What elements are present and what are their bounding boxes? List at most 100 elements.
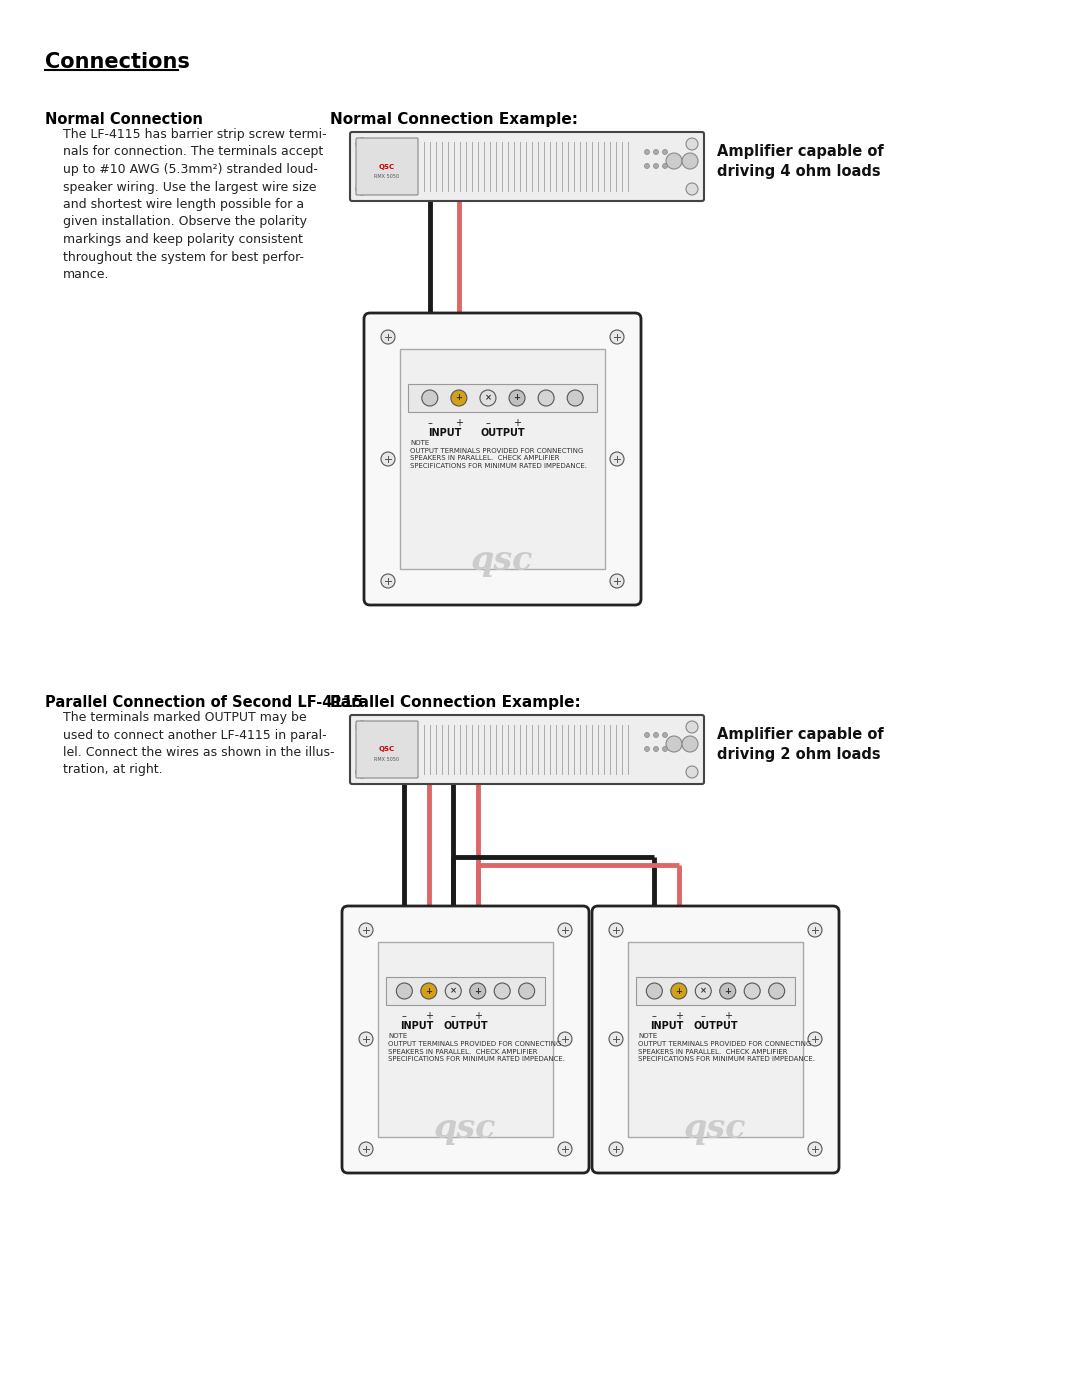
Text: ×: × xyxy=(485,394,491,402)
Bar xyxy=(378,942,553,1137)
Circle shape xyxy=(662,149,667,155)
Text: qsc: qsc xyxy=(684,1112,746,1146)
Circle shape xyxy=(558,1032,572,1046)
Text: +: + xyxy=(513,418,521,427)
Text: Normal Connection: Normal Connection xyxy=(45,112,203,127)
Text: +: + xyxy=(675,1011,683,1021)
Text: RMX 5050: RMX 5050 xyxy=(375,757,400,761)
Circle shape xyxy=(610,574,624,588)
Text: OUTPUT: OUTPUT xyxy=(693,1021,738,1031)
Circle shape xyxy=(538,390,554,407)
Circle shape xyxy=(422,390,437,407)
Text: qsc: qsc xyxy=(471,543,534,577)
Circle shape xyxy=(645,163,649,169)
Circle shape xyxy=(480,390,496,407)
Text: INPUT: INPUT xyxy=(428,427,461,439)
Circle shape xyxy=(645,149,649,155)
Circle shape xyxy=(645,746,649,752)
Text: +: + xyxy=(455,418,463,427)
Circle shape xyxy=(610,330,624,344)
Bar xyxy=(386,977,545,1004)
Circle shape xyxy=(558,923,572,937)
Bar xyxy=(400,349,605,569)
Circle shape xyxy=(396,983,413,999)
Text: +: + xyxy=(456,394,462,402)
Circle shape xyxy=(744,983,760,999)
Circle shape xyxy=(567,390,583,407)
Circle shape xyxy=(666,154,681,169)
Circle shape xyxy=(808,1141,822,1155)
Circle shape xyxy=(662,163,667,169)
Circle shape xyxy=(662,746,667,752)
Circle shape xyxy=(686,766,698,778)
Circle shape xyxy=(610,453,624,467)
FancyBboxPatch shape xyxy=(356,138,418,196)
Bar xyxy=(636,977,795,1004)
Text: The LF-4115 has barrier strip screw termi-
nals for connection. The terminals ac: The LF-4115 has barrier strip screw term… xyxy=(63,129,326,281)
Text: –: – xyxy=(701,1011,705,1021)
Circle shape xyxy=(609,923,623,937)
Circle shape xyxy=(359,923,373,937)
FancyBboxPatch shape xyxy=(364,313,642,605)
Circle shape xyxy=(681,154,698,169)
FancyBboxPatch shape xyxy=(342,907,589,1173)
Circle shape xyxy=(450,390,467,407)
Circle shape xyxy=(808,923,822,937)
Circle shape xyxy=(645,732,649,738)
Circle shape xyxy=(686,721,698,733)
Circle shape xyxy=(421,983,436,999)
FancyBboxPatch shape xyxy=(592,907,839,1173)
Circle shape xyxy=(356,183,368,196)
Circle shape xyxy=(445,983,461,999)
Text: +: + xyxy=(675,986,683,996)
Text: +: + xyxy=(424,1011,433,1021)
Text: INPUT: INPUT xyxy=(650,1021,684,1031)
Text: +: + xyxy=(426,986,432,996)
Circle shape xyxy=(609,1141,623,1155)
Circle shape xyxy=(653,732,659,738)
Text: +: + xyxy=(513,394,521,402)
Circle shape xyxy=(653,163,659,169)
Text: Parallel Connection of Second LF-4115: Parallel Connection of Second LF-4115 xyxy=(45,694,363,710)
Text: qsc: qsc xyxy=(434,1112,496,1146)
Bar xyxy=(408,384,597,412)
Text: +: + xyxy=(725,986,731,996)
Circle shape xyxy=(646,983,662,999)
Circle shape xyxy=(662,732,667,738)
Text: Amplifier capable of
driving 2 ohm loads: Amplifier capable of driving 2 ohm loads xyxy=(717,726,883,761)
Text: +: + xyxy=(474,1011,482,1021)
Text: NOTE
OUTPUT TERMINALS PROVIDED FOR CONNECTING
SPEAKERS IN PARALLEL.  CHECK AMPLI: NOTE OUTPUT TERMINALS PROVIDED FOR CONNE… xyxy=(388,1032,565,1062)
Circle shape xyxy=(359,1141,373,1155)
Text: INPUT: INPUT xyxy=(400,1021,433,1031)
Text: Normal Connection Example:: Normal Connection Example: xyxy=(330,112,578,127)
Text: –: – xyxy=(652,1011,657,1021)
Circle shape xyxy=(609,1032,623,1046)
FancyBboxPatch shape xyxy=(356,721,418,778)
Text: NOTE
OUTPUT TERMINALS PROVIDED FOR CONNECTING
SPEAKERS IN PARALLEL.  CHECK AMPLI: NOTE OUTPUT TERMINALS PROVIDED FOR CONNE… xyxy=(638,1032,815,1062)
Circle shape xyxy=(356,766,368,778)
FancyBboxPatch shape xyxy=(350,131,704,201)
Text: Parallel Connection Example:: Parallel Connection Example: xyxy=(330,694,581,710)
Circle shape xyxy=(558,1141,572,1155)
Text: –: – xyxy=(428,418,432,427)
Circle shape xyxy=(470,983,486,999)
Circle shape xyxy=(381,574,395,588)
Circle shape xyxy=(686,138,698,149)
Text: The terminals marked OUTPUT may be
used to connect another LF-4115 in paral-
lel: The terminals marked OUTPUT may be used … xyxy=(63,711,335,777)
Text: ×: × xyxy=(700,986,706,996)
Circle shape xyxy=(719,983,735,999)
Bar xyxy=(627,942,804,1137)
Circle shape xyxy=(518,983,535,999)
Text: ×: × xyxy=(449,986,457,996)
Circle shape xyxy=(381,453,395,467)
Circle shape xyxy=(671,983,687,999)
FancyBboxPatch shape xyxy=(350,715,704,784)
Circle shape xyxy=(495,983,510,999)
Circle shape xyxy=(381,330,395,344)
Circle shape xyxy=(356,721,368,733)
Text: –: – xyxy=(402,1011,407,1021)
Text: QSC: QSC xyxy=(379,746,395,753)
Text: NOTE
OUTPUT TERMINALS PROVIDED FOR CONNECTING
SPEAKERS IN PARALLEL.  CHECK AMPLI: NOTE OUTPUT TERMINALS PROVIDED FOR CONNE… xyxy=(410,440,588,469)
Circle shape xyxy=(666,736,681,752)
Circle shape xyxy=(769,983,785,999)
